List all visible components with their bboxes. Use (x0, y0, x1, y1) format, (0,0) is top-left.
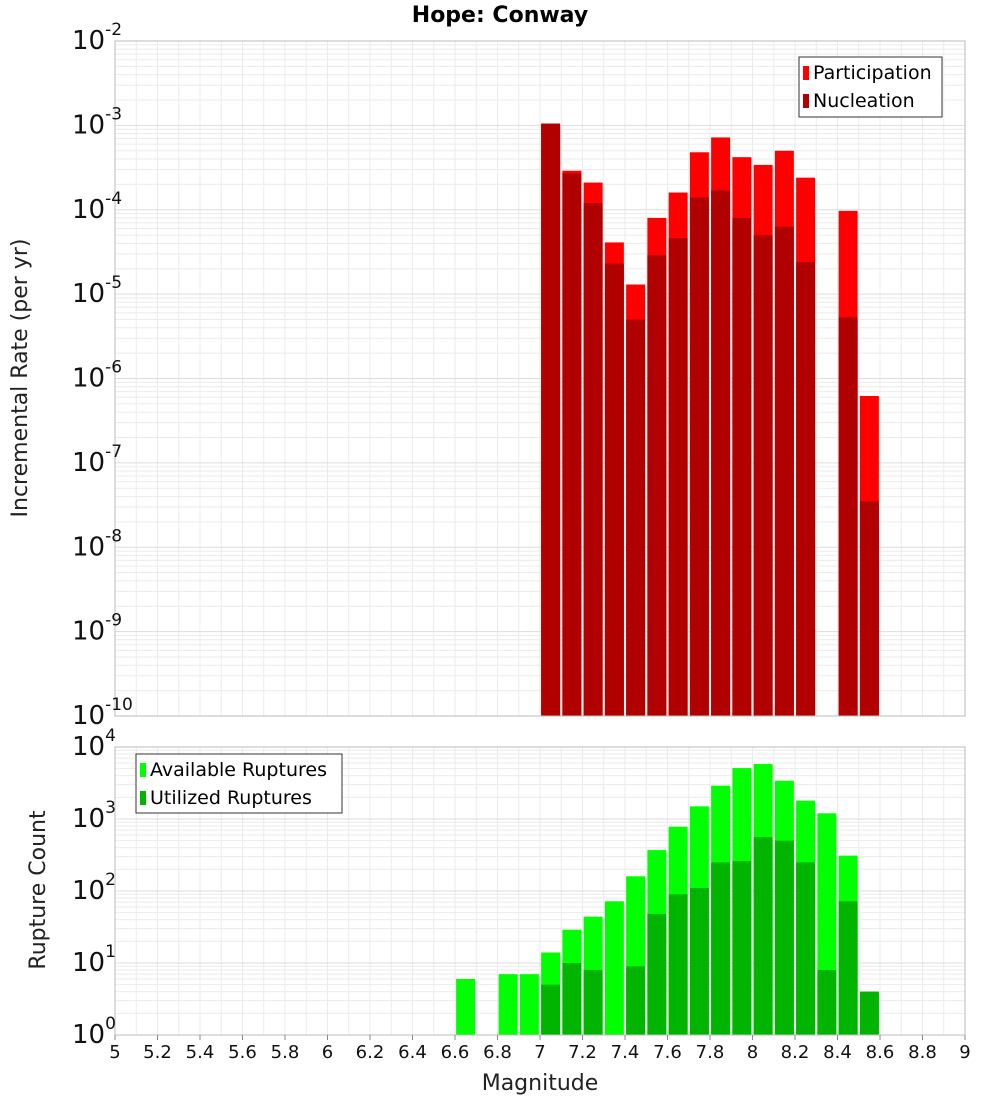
rate-y-tick-label: 10-2 (72, 20, 122, 56)
count-bar-available-ruptures (456, 978, 476, 1035)
rate-bars (541, 123, 879, 717)
utilized-legend-label: Utilized Ruptures (150, 787, 312, 809)
count-bar-utilized-ruptures (732, 861, 752, 1035)
x-tick-label: 8.8 (908, 1042, 937, 1063)
x-tick-label: 8.4 (823, 1042, 852, 1063)
rate-bar-nucleation (541, 123, 561, 716)
count-bar-utilized-ruptures (647, 913, 667, 1035)
count-bar-available-ruptures (498, 974, 518, 1035)
x-tick-label: 7 (534, 1042, 545, 1063)
count-y-tick-label: 102 (72, 870, 116, 906)
rate-y-tick-label: 10-9 (72, 611, 122, 647)
bottom-y-axis-label: Rupture Count (26, 810, 51, 970)
rate-y-tick-label: 10-4 (72, 189, 122, 225)
rate-bar-nucleation (732, 217, 752, 716)
utilized-legend-swatch (140, 791, 146, 805)
x-tick-label: 6.4 (398, 1042, 427, 1063)
x-tick-label: 6.2 (356, 1042, 385, 1063)
rate-y-tick-label: 10-5 (72, 273, 122, 309)
x-tick-label: 6.8 (483, 1042, 512, 1063)
count-bar-available-ruptures (604, 901, 624, 1035)
count-bar-utilized-ruptures (541, 984, 561, 1035)
x-axis: 5 5.2 5.4 5.6 5.8 6 6.2 6.4 6.6 6.8 7 7.2 7.4 7.6 7.8 8… (109, 1035, 971, 1063)
rate-bar-nucleation (774, 226, 794, 716)
count-bar-utilized-ruptures (583, 969, 603, 1035)
count-bar-utilized-ruptures (626, 966, 646, 1035)
count-bar-utilized-ruptures (774, 840, 794, 1035)
x-tick-label: 7.2 (568, 1042, 597, 1063)
rate-y-tick-label: 10-6 (72, 358, 122, 394)
rate-y-tick-label: 10-10 (72, 695, 133, 731)
rate-bar-nucleation (838, 317, 858, 716)
rate-bar-nucleation (753, 235, 773, 716)
rate-frame (114, 40, 966, 717)
count-y-tick-label: 100 (72, 1014, 116, 1050)
available-legend-swatch (140, 763, 146, 777)
rate-y-tick-label: 10-8 (72, 526, 122, 562)
available-legend-label: Available Ruptures (150, 759, 327, 781)
nucleation-legend-swatch (803, 94, 809, 108)
rate-y-tick-label: 10-7 (72, 442, 122, 478)
count-bar-utilized-ruptures (711, 862, 731, 1035)
rate-bar-nucleation (668, 238, 688, 716)
x-tick-label: 5 (109, 1042, 120, 1063)
rate-y-ticks: 10-10 10-9 10-8 10-7 10-6 10-5 10-4 10-3 10-2 (72, 20, 133, 731)
x-tick-label: 7.6 (653, 1042, 682, 1063)
x-tick-label: 5.2 (143, 1042, 172, 1063)
x-tick-label: 6 (322, 1042, 333, 1063)
top-legend: Participation Nucleation (798, 56, 943, 118)
count-y-tick-label: 103 (72, 798, 116, 834)
x-tick-label: 5.8 (271, 1042, 300, 1063)
count-bars (456, 764, 879, 1035)
count-bar-utilized-ruptures (859, 991, 879, 1035)
x-tick-label: 5.6 (228, 1042, 257, 1063)
count-bar-utilized-ruptures (668, 894, 688, 1035)
x-tick-label: 5.4 (186, 1042, 215, 1063)
rate-y-tick-label: 10-3 (72, 104, 122, 140)
nucleation-legend-label: Nucleation (813, 90, 915, 112)
top-legend-frame (798, 56, 943, 118)
x-tick-label: 7.4 (611, 1042, 640, 1063)
x-tick-label: 8 (747, 1042, 758, 1063)
count-bar-utilized-ruptures (838, 901, 858, 1035)
x-tick-label: 6.6 (441, 1042, 470, 1063)
rate-bar-nucleation (604, 263, 624, 716)
x-axis-label: Magnitude (482, 1071, 599, 1096)
x-tick-label: 7.8 (696, 1042, 725, 1063)
participation-legend-label: Participation (813, 62, 932, 84)
count-y-tick-label: 101 (72, 942, 116, 978)
participation-legend-swatch (803, 66, 809, 80)
count-y-tick-label: 104 (72, 726, 116, 762)
top-y-axis-label: Incremental Rate (per yr) (8, 239, 33, 518)
bottom-legend: Available Ruptures Utilized Ruptures (135, 753, 343, 814)
x-tick-label: 8.6 (866, 1042, 895, 1063)
rate-grid (114, 41, 966, 717)
rate-bar-nucleation (626, 319, 646, 716)
count-bar-utilized-ruptures (562, 963, 582, 1035)
count-bar-utilized-ruptures (689, 888, 709, 1035)
count-bar-available-ruptures (519, 974, 539, 1035)
rate-bar-nucleation (583, 203, 603, 716)
rate-bar-nucleation (796, 262, 816, 716)
rate-bar-nucleation (647, 255, 667, 716)
rate-bar-nucleation (859, 501, 879, 716)
x-tick-label: 9 (959, 1042, 970, 1063)
rate-bar-nucleation (689, 197, 709, 717)
count-bar-utilized-ruptures (796, 862, 816, 1035)
incremental-rate-panel: 10-10 10-9 10-8 10-7 10-6 10-5 10-4 10-3 10-2 (72, 20, 966, 731)
bottom-legend-frame (135, 753, 343, 814)
count-bar-utilized-ruptures (753, 837, 773, 1035)
count-bar-utilized-ruptures (817, 969, 837, 1035)
count-y-ticks: 100 101 102 103 104 (72, 726, 116, 1050)
x-tick-label: 8.2 (781, 1042, 810, 1063)
rate-bar-nucleation (711, 190, 731, 716)
chart-title: Hope: Conway (412, 3, 588, 28)
rate-bar-nucleation (562, 173, 582, 716)
